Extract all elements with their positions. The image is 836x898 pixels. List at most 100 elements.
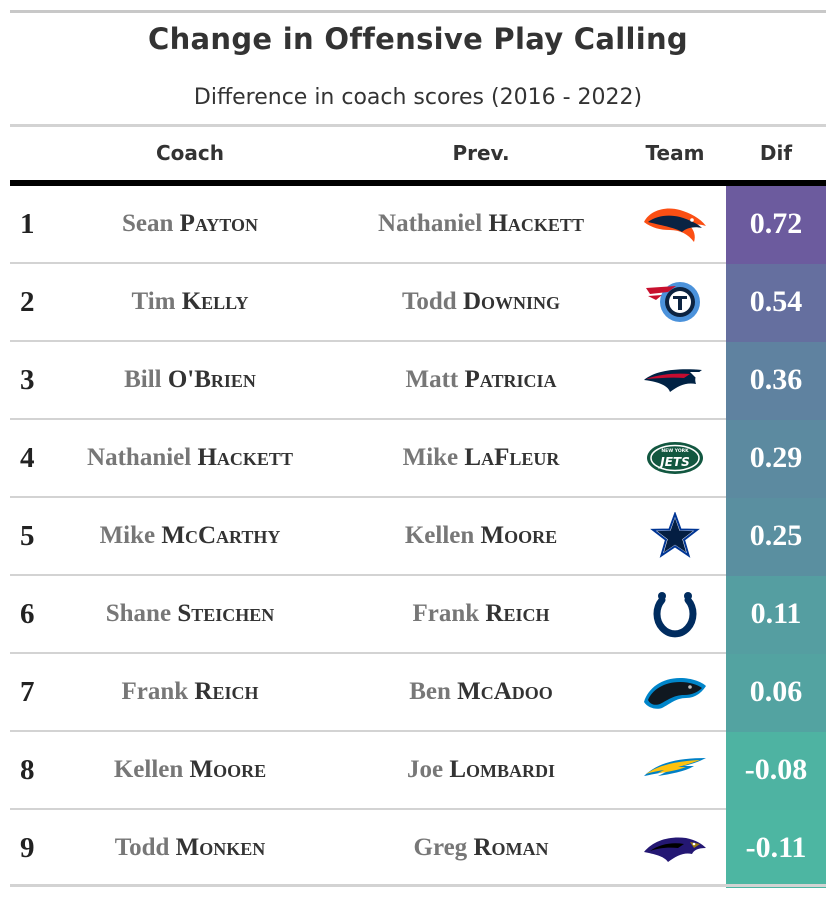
row-divider [10,730,726,732]
coach-first-name: Bill [124,366,162,393]
header-team: Team [645,141,705,165]
prev-coach-cell: Joe Lombardi [340,732,622,808]
coach-first-name: Mike [99,522,156,549]
prev-last-name: McAdoo [457,678,553,705]
table-row: 6 Shane Steichen Frank Reich 0.11 [10,576,826,654]
coach-last-name: Kelly [181,288,249,315]
coach-first-name: Sean [122,210,174,237]
dif-cell: -0.08 [726,732,826,810]
prev-first-name: Nathaniel [378,210,483,237]
broncos-logo-icon [640,200,710,248]
coach-first-name: Kellen [113,756,184,783]
rank-cell: 2 [20,286,35,318]
prev-first-name: Mike [402,444,459,471]
prev-last-name: Roman [473,834,549,861]
prev-coach-cell: Todd Downing [340,264,622,340]
coach-last-name: Hackett [197,444,293,471]
dif-cell: 0.72 [726,186,826,264]
dif-cell: 0.11 [726,576,826,654]
cowboys-logo-icon [640,511,710,560]
rank-cell: 1 [20,208,35,240]
header-rule [10,180,826,186]
chargers-logo-icon [640,746,710,794]
dif-cell: 0.25 [726,498,826,576]
coach-cell: Shane Steichen [50,576,330,652]
coach-cell: Sean Payton [50,186,330,262]
row-divider [10,574,726,576]
coach-last-name: O'Brien [167,366,256,393]
coach-last-name: Moore [189,756,267,783]
coach-cell: Frank Reich [50,654,330,730]
prev-coach-cell: Kellen Moore [340,498,622,574]
prev-coach-cell: Frank Reich [340,576,622,652]
coach-cell: Bill O'Brien [50,342,330,418]
prev-first-name: Matt [405,366,459,393]
coach-last-name: Monken [175,834,266,861]
table-row: 8 Kellen Moore Joe Lombardi -0.08 [10,732,826,810]
coach-first-name: Todd [114,834,170,861]
row-divider [10,340,726,342]
header-dif: Dif [759,141,793,165]
row-divider [10,808,726,810]
coach-cell: Nathaniel Hackett [50,420,330,496]
rank-cell: 7 [20,676,35,708]
prev-last-name: Hackett [488,210,584,237]
row-divider [10,496,726,498]
prev-last-name: LaFleur [464,444,560,471]
dif-cell: 0.06 [726,654,826,732]
table-row: 9 Todd Monken Greg Roman -0.11 [10,810,826,888]
coach-cell: Todd Monken [50,810,330,886]
prev-coach-cell: Matt Patricia [340,342,622,418]
svg-text:JETS: JETS [658,455,690,469]
table-row: 1 Sean Payton Nathaniel Hackett 0.72 [10,186,826,264]
header-prev: Prev. [452,141,510,165]
rank-cell: 5 [20,520,35,552]
prev-last-name: Downing [462,288,560,315]
rank-cell: 6 [20,598,35,630]
titans-logo-icon [640,278,710,326]
rank-cell: 9 [20,832,35,864]
top-rule [10,10,826,13]
ravens-logo-icon [640,824,710,872]
prev-last-name: Lombardi [449,756,556,783]
panthers-logo-icon [640,668,710,716]
svg-text:NEW YORK: NEW YORK [661,448,689,454]
coach-last-name: Steichen [177,600,275,627]
prev-last-name: Moore [480,522,558,549]
dif-cell: 0.36 [726,342,826,420]
rank-cell: 8 [20,754,35,786]
coach-last-name: Payton [179,210,258,237]
subtitle-rule [10,124,826,127]
rank-cell: 4 [20,442,35,474]
table-subtitle: Difference in coach scores (2016 - 2022) [193,85,643,110]
prev-first-name: Todd [402,288,457,315]
prev-first-name: Frank [412,600,480,627]
dif-cell: 0.54 [726,264,826,342]
prev-coach-cell: Nathaniel Hackett [340,186,622,262]
coach-last-name: McCarthy [161,522,281,549]
coach-first-name: Frank [121,678,189,705]
bottom-rule [10,884,826,887]
prev-coach-cell: Ben McAdoo [340,654,622,730]
colts-logo-icon [640,590,710,638]
row-divider [10,418,726,420]
dif-cell: -0.11 [726,810,826,888]
dif-cell: 0.29 [726,420,826,498]
table-row: 4 Nathaniel Hackett Mike LaFleur NEW YORK JE… [10,420,826,498]
coach-first-name: Nathaniel [87,444,192,471]
coach-cell: Tim Kelly [50,264,330,340]
prev-last-name: Reich [485,600,550,627]
table-row: 2 Tim Kelly Todd Downing 0.54 [10,264,826,342]
table-row: 7 Frank Reich Ben McAdoo 0.06 [10,654,826,732]
coach-first-name: Shane [105,600,172,627]
prev-first-name: Greg [413,834,468,861]
coach-cell: Mike McCarthy [50,498,330,574]
table-row: 3 Bill O'Brien Matt Patricia 0.36 [10,342,826,420]
table-title: Change in Offensive Play Calling [148,22,688,56]
prev-last-name: Patricia [464,366,557,393]
row-divider [10,652,726,654]
rank-cell: 3 [20,364,35,396]
prev-coach-cell: Greg Roman [340,810,622,886]
prev-coach-cell: Mike LaFleur [340,420,622,496]
prev-first-name: Kellen [404,522,475,549]
